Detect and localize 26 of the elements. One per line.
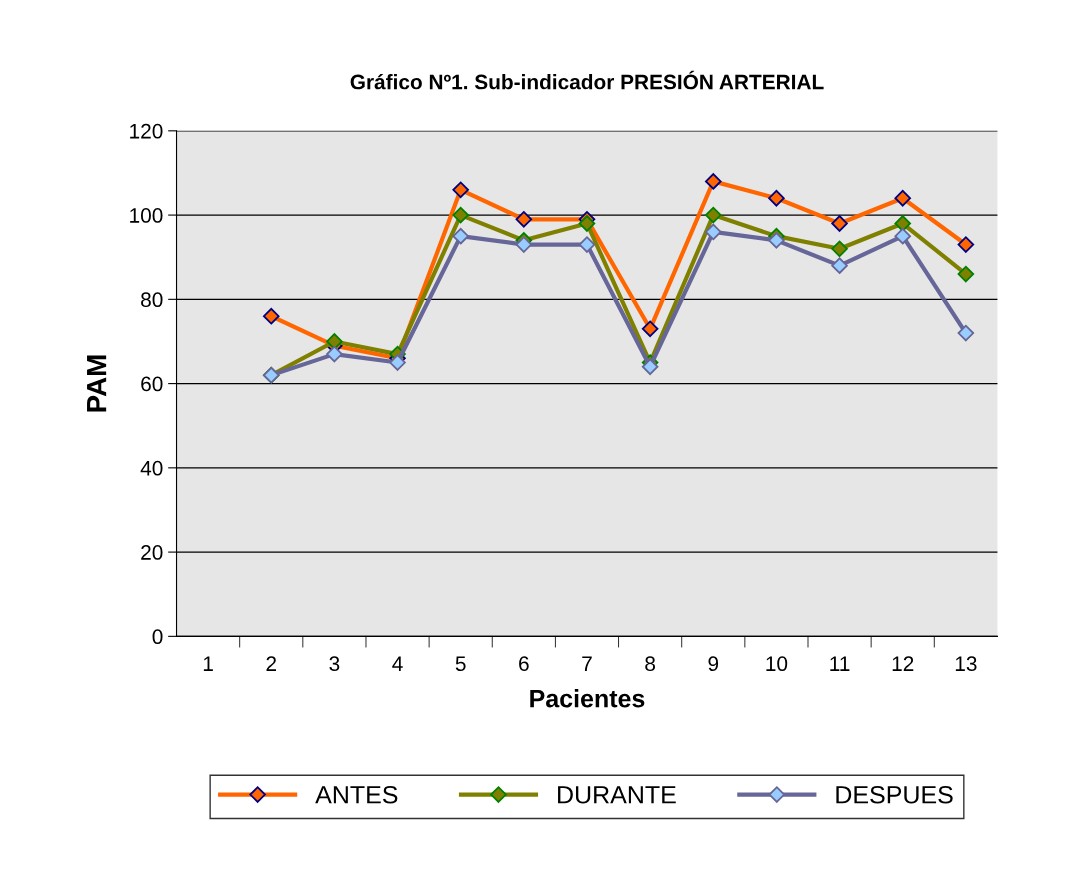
x-tick-label: 5 xyxy=(455,656,466,672)
x-tick-label: 1 xyxy=(203,656,213,671)
x-tick-label: 13 xyxy=(955,656,977,672)
x-tick-label: 4 xyxy=(392,656,403,671)
y-axis-title: PAM xyxy=(87,355,107,412)
y-tick-label: 60 xyxy=(141,376,163,392)
x-tick-label: 3 xyxy=(329,656,340,672)
x-tick-label: 12 xyxy=(892,656,914,671)
legend-label: ANTES xyxy=(315,785,398,804)
y-tick-label: 100 xyxy=(130,208,163,223)
legend-label: DESPUES xyxy=(836,785,953,804)
y-tick-label: 40 xyxy=(140,460,163,476)
y-tick-label: 20 xyxy=(141,545,163,560)
x-tick-label: 6 xyxy=(519,656,529,672)
y-tick-label: 120 xyxy=(130,123,163,139)
x-tick-label: 9 xyxy=(708,656,719,672)
y-tick-label: 80 xyxy=(141,292,163,308)
x-tick-label: 7 xyxy=(582,656,592,671)
y-tick-label: 0 xyxy=(152,629,163,645)
x-tick-label: 10 xyxy=(766,656,788,672)
legend-label: DURANTE xyxy=(558,786,676,804)
x-tick-label: 11 xyxy=(830,656,850,671)
x-axis-title: Pacientes xyxy=(530,689,645,708)
x-tick-label: 2 xyxy=(266,656,276,671)
x-tick-label: 8 xyxy=(645,656,656,672)
chart-title: Gráfico Nº1. Sub-indicador PRESIÓN ARTERIAL xyxy=(350,70,824,90)
